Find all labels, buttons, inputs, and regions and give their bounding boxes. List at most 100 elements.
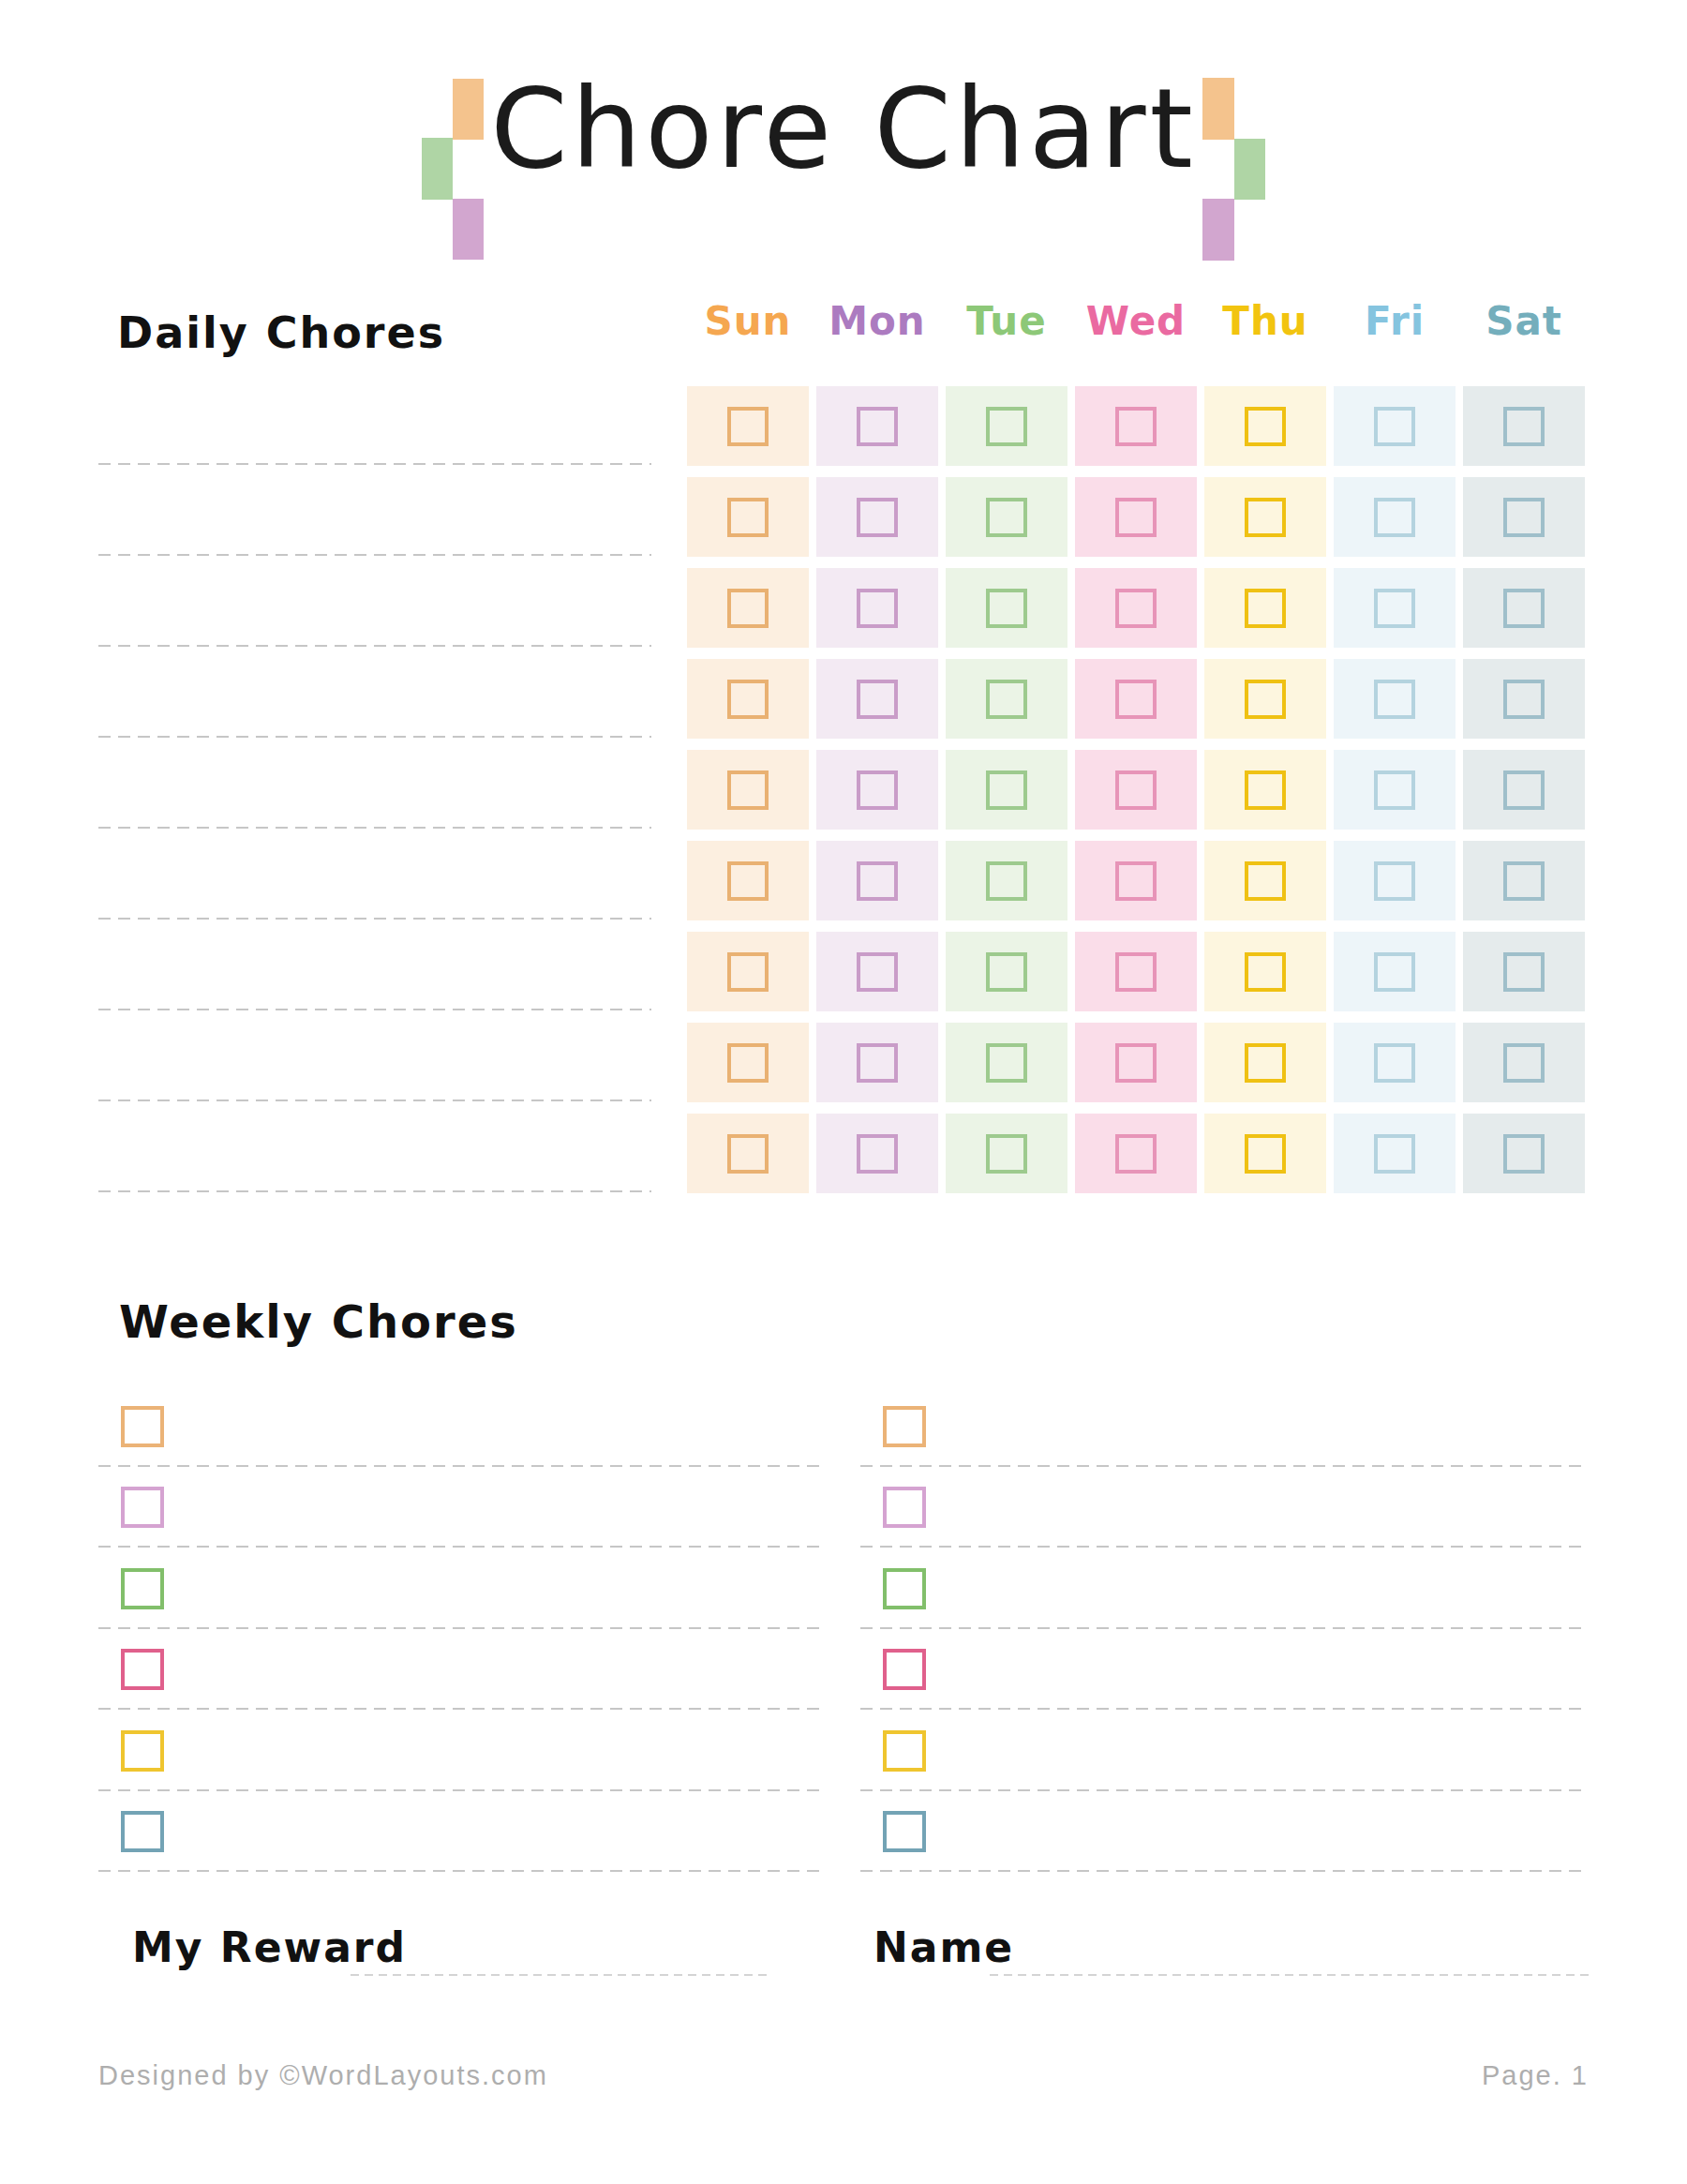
daily-cell-row6-tue — [946, 841, 1067, 920]
day-label-wed: Wed — [1075, 298, 1197, 344]
daily-checkbox-row2-mon[interactable] — [857, 498, 898, 537]
daily-checkbox-row6-mon[interactable] — [857, 861, 898, 901]
daily-checkbox-row3-sat[interactable] — [1503, 589, 1545, 628]
daily-cell-row6-mon — [816, 841, 938, 920]
weekly-checkbox-left-3[interactable] — [121, 1568, 164, 1609]
daily-checkbox-row7-wed[interactable] — [1115, 952, 1157, 992]
daily-checkbox-row6-tue[interactable] — [986, 861, 1027, 901]
daily-cell-row5-mon — [816, 750, 938, 830]
name-line[interactable] — [990, 1974, 1590, 1976]
daily-checkbox-row1-fri[interactable] — [1374, 407, 1415, 446]
daily-checkbox-row8-tue[interactable] — [986, 1043, 1027, 1083]
daily-checkbox-row5-wed[interactable] — [1115, 770, 1157, 810]
daily-checkbox-row7-mon[interactable] — [857, 952, 898, 992]
daily-checkbox-row6-wed[interactable] — [1115, 861, 1157, 901]
daily-cell-row4-thu — [1204, 659, 1326, 739]
daily-checkbox-row8-thu[interactable] — [1245, 1043, 1286, 1083]
daily-checkbox-row5-mon[interactable] — [857, 770, 898, 810]
weekly-checkbox-right-2[interactable] — [883, 1487, 926, 1528]
daily-cell-row5-wed — [1075, 750, 1197, 830]
weekly-checkbox-right-3[interactable] — [883, 1568, 926, 1609]
daily-checkbox-row2-thu[interactable] — [1245, 498, 1286, 537]
daily-checkbox-row5-tue[interactable] — [986, 770, 1027, 810]
daily-cell-row8-thu — [1204, 1023, 1326, 1102]
daily-checkbox-row6-sat[interactable] — [1503, 861, 1545, 901]
footer-credit: Designed by ©WordLayouts.com — [98, 2060, 548, 2091]
daily-checkbox-row9-wed[interactable] — [1115, 1134, 1157, 1174]
daily-checkbox-row9-thu[interactable] — [1245, 1134, 1286, 1174]
daily-cell-row3-thu — [1204, 568, 1326, 648]
daily-checkbox-row3-mon[interactable] — [857, 589, 898, 628]
daily-checkbox-row7-fri[interactable] — [1374, 952, 1415, 992]
daily-cell-row8-sun — [687, 1023, 809, 1102]
daily-checkbox-row5-fri[interactable] — [1374, 770, 1415, 810]
daily-checkbox-row8-sat[interactable] — [1503, 1043, 1545, 1083]
daily-checkbox-row2-sun[interactable] — [727, 498, 769, 537]
weekly-checkbox-right-6[interactable] — [883, 1811, 926, 1852]
daily-chore-line-9 — [98, 1190, 651, 1192]
weekly-column-right — [860, 1406, 1585, 1884]
daily-checkbox-row7-sun[interactable] — [727, 952, 769, 992]
daily-checkbox-row1-sat[interactable] — [1503, 407, 1545, 446]
daily-checkbox-row6-sun[interactable] — [727, 861, 769, 901]
daily-checkbox-row9-fri[interactable] — [1374, 1134, 1415, 1174]
daily-checkbox-row5-sun[interactable] — [727, 770, 769, 810]
daily-checkbox-row3-fri[interactable] — [1374, 589, 1415, 628]
daily-checkbox-row2-tue[interactable] — [986, 498, 1027, 537]
daily-checkbox-row8-fri[interactable] — [1374, 1043, 1415, 1083]
daily-checkbox-row4-sun[interactable] — [727, 680, 769, 719]
daily-cell-row9-sun — [687, 1114, 809, 1193]
daily-checkbox-row3-tue[interactable] — [986, 589, 1027, 628]
weekly-checkbox-right-1[interactable] — [883, 1406, 926, 1447]
weekly-checkbox-left-6[interactable] — [121, 1811, 164, 1852]
daily-checkbox-row3-sun[interactable] — [727, 589, 769, 628]
daily-chore-line-4 — [98, 736, 651, 738]
daily-checkbox-row1-mon[interactable] — [857, 407, 898, 446]
daily-checkbox-row6-fri[interactable] — [1374, 861, 1415, 901]
weekly-checkbox-left-2[interactable] — [121, 1487, 164, 1528]
daily-checkbox-row1-thu[interactable] — [1245, 407, 1286, 446]
weekly-checkbox-left-1[interactable] — [121, 1406, 164, 1447]
weekly-checkbox-right-5[interactable] — [883, 1730, 926, 1772]
daily-checkbox-row9-sat[interactable] — [1503, 1134, 1545, 1174]
daily-checkbox-row2-wed[interactable] — [1115, 498, 1157, 537]
daily-checkbox-row5-thu[interactable] — [1245, 770, 1286, 810]
daily-checkbox-row3-thu[interactable] — [1245, 589, 1286, 628]
daily-cell-row3-fri — [1334, 568, 1456, 648]
daily-checkbox-row4-tue[interactable] — [986, 680, 1027, 719]
daily-checkbox-row4-mon[interactable] — [857, 680, 898, 719]
daily-checkbox-row8-mon[interactable] — [857, 1043, 898, 1083]
daily-checkbox-row9-sun[interactable] — [727, 1134, 769, 1174]
daily-checkbox-row6-thu[interactable] — [1245, 861, 1286, 901]
weekly-checkbox-left-4[interactable] — [121, 1649, 164, 1690]
weekly-chore-line-left-2 — [98, 1546, 823, 1548]
daily-checkbox-row2-fri[interactable] — [1374, 498, 1415, 537]
daily-checkbox-row1-sun[interactable] — [727, 407, 769, 446]
my-reward-line[interactable] — [351, 1974, 767, 1976]
daily-checkbox-row7-tue[interactable] — [986, 952, 1027, 992]
weekly-checkbox-right-4[interactable] — [883, 1649, 926, 1690]
weekly-chore-line-left-5 — [98, 1789, 823, 1791]
daily-cell-row5-fri — [1334, 750, 1456, 830]
daily-checkbox-row4-wed[interactable] — [1115, 680, 1157, 719]
weekly-chore-line-left-4 — [98, 1708, 823, 1710]
daily-cell-row3-tue — [946, 568, 1067, 648]
daily-checkbox-row9-mon[interactable] — [857, 1134, 898, 1174]
daily-checkbox-row5-sat[interactable] — [1503, 770, 1545, 810]
weekly-chores-heading: Weekly Chores — [119, 1295, 518, 1348]
daily-checkbox-row1-wed[interactable] — [1115, 407, 1157, 446]
daily-checkbox-row9-tue[interactable] — [986, 1134, 1027, 1174]
daily-checkbox-row3-wed[interactable] — [1115, 589, 1157, 628]
daily-checkbox-row4-fri[interactable] — [1374, 680, 1415, 719]
daily-checkbox-row7-sat[interactable] — [1503, 952, 1545, 992]
daily-checkbox-row7-thu[interactable] — [1245, 952, 1286, 992]
daily-chore-line-5 — [98, 827, 651, 829]
daily-checkbox-row8-wed[interactable] — [1115, 1043, 1157, 1083]
daily-cell-row3-mon — [816, 568, 938, 648]
daily-checkbox-row4-sat[interactable] — [1503, 680, 1545, 719]
weekly-checkbox-left-5[interactable] — [121, 1730, 164, 1772]
daily-checkbox-row4-thu[interactable] — [1245, 680, 1286, 719]
daily-checkbox-row1-tue[interactable] — [986, 407, 1027, 446]
daily-checkbox-row2-sat[interactable] — [1503, 498, 1545, 537]
daily-checkbox-row8-sun[interactable] — [727, 1043, 769, 1083]
